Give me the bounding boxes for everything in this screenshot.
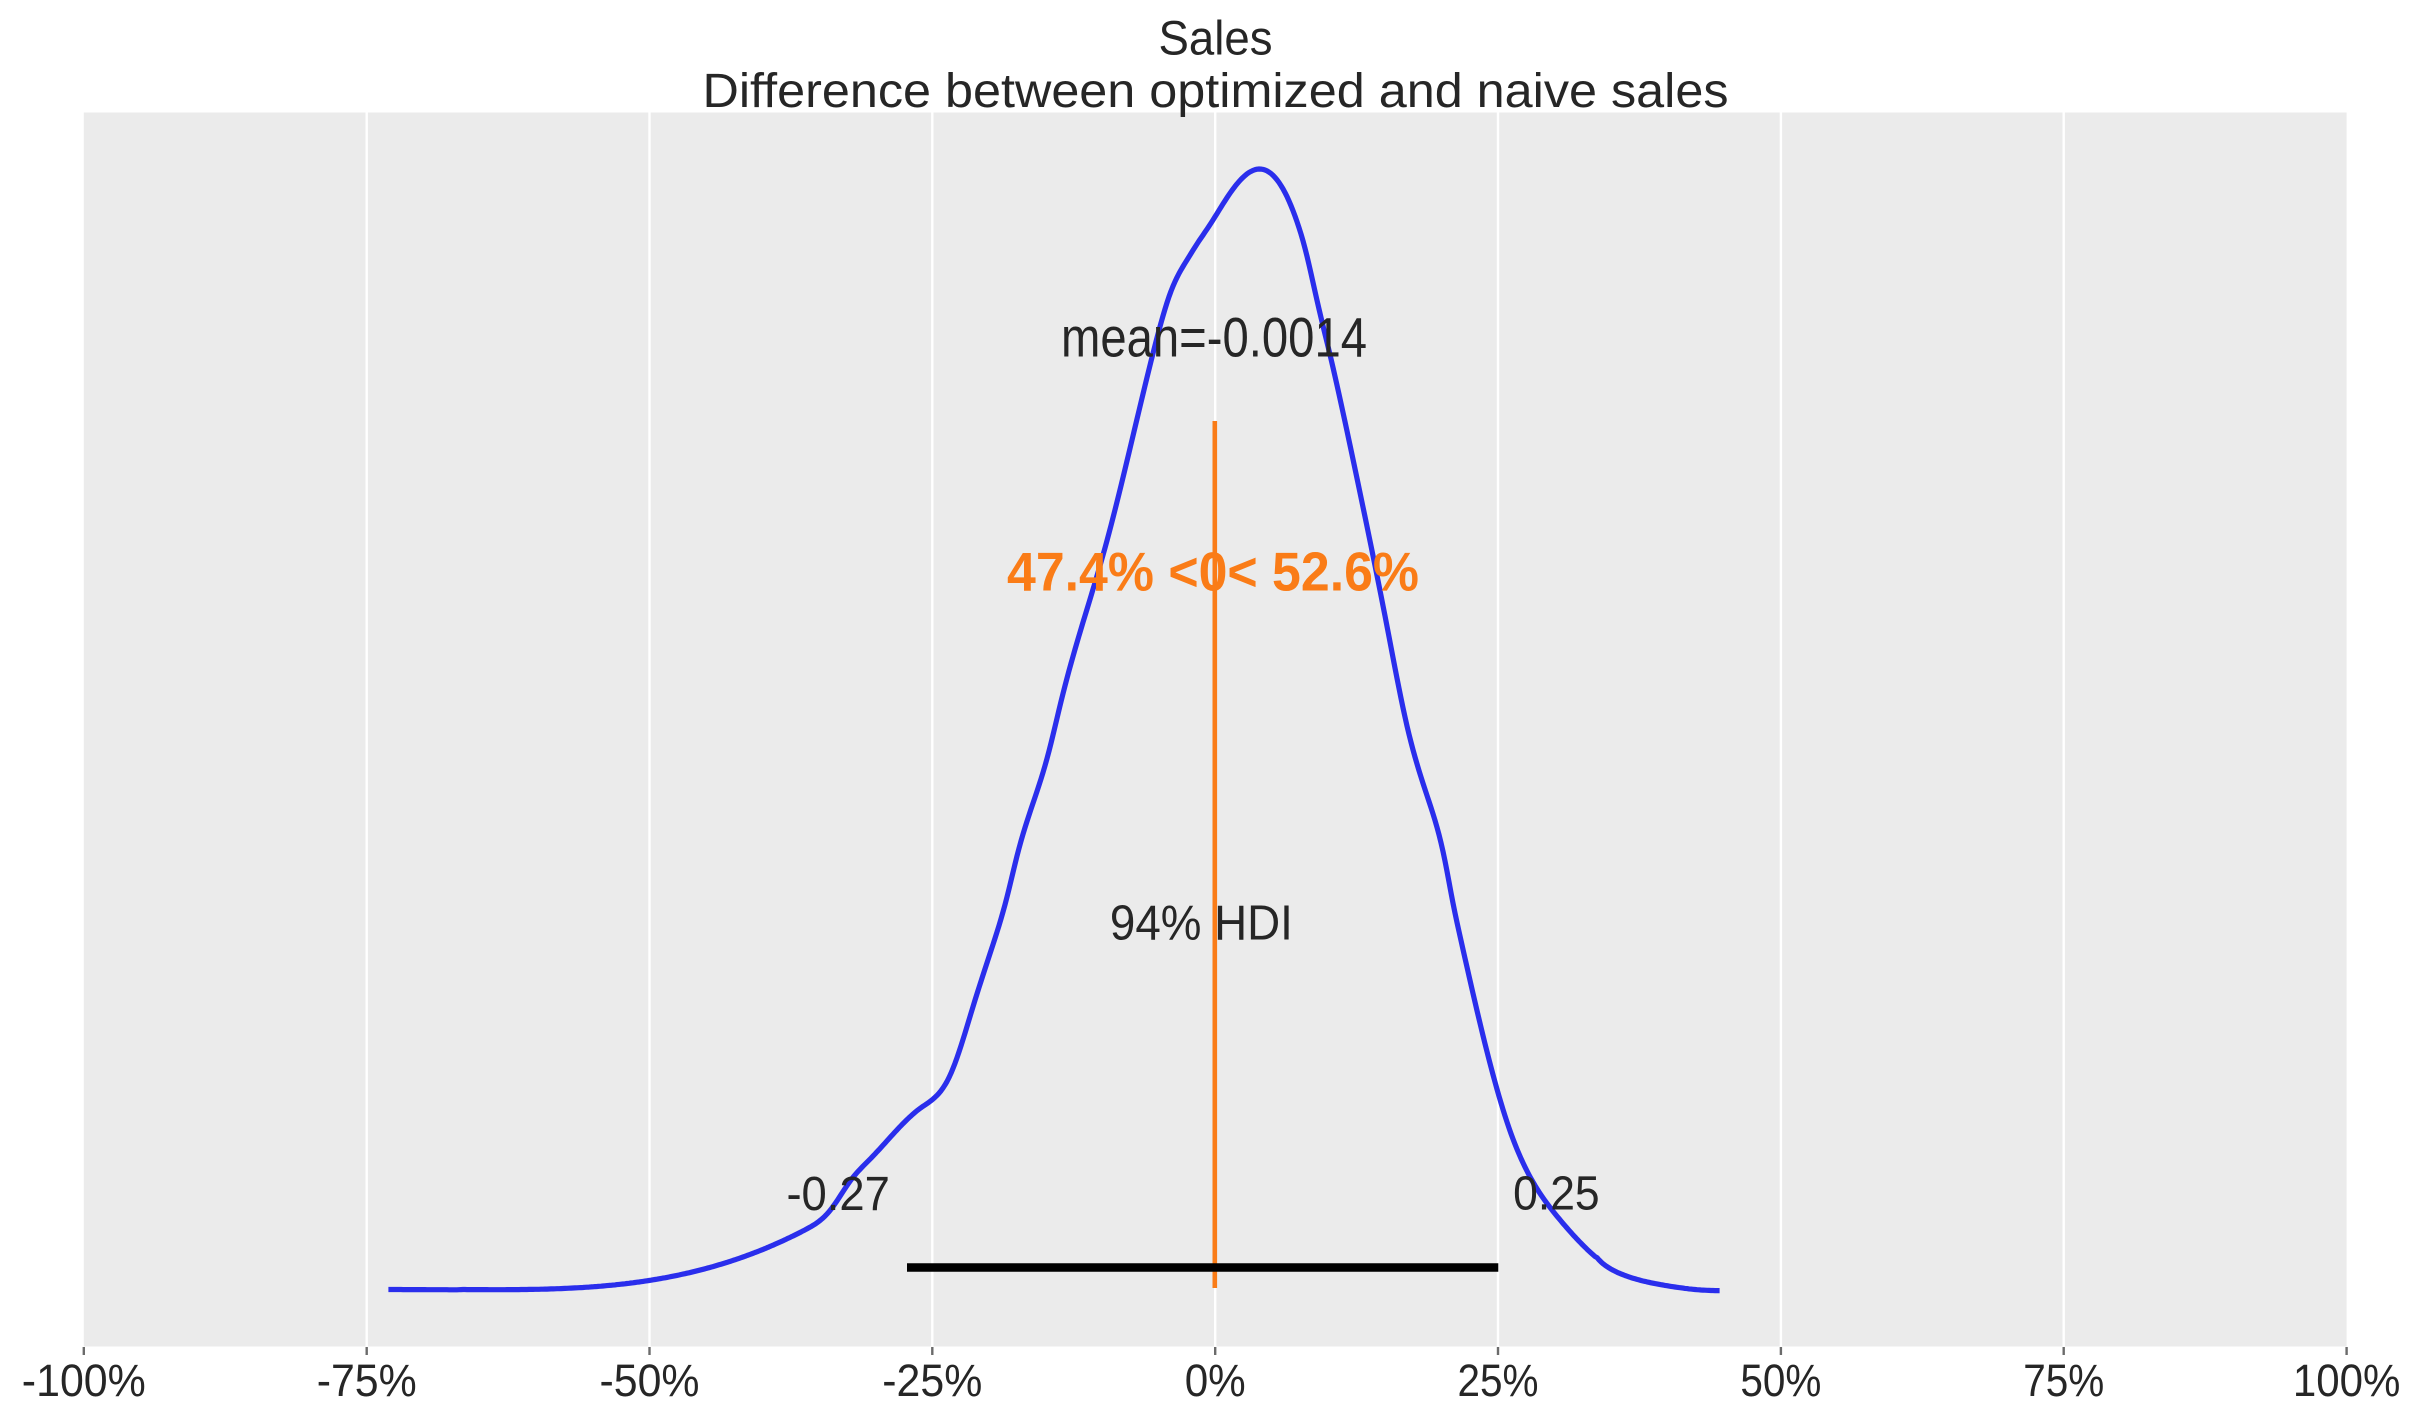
svg-text:94% HDI: 94% HDI	[1110, 897, 1293, 951]
svg-text:75%: 75%	[2023, 1355, 2104, 1406]
svg-text:47.4% <0< 52.6%: 47.4% <0< 52.6%	[1007, 541, 1419, 602]
svg-text:50%: 50%	[1740, 1355, 1821, 1406]
svg-text:-100%: -100%	[22, 1355, 146, 1406]
svg-text:100%: 100%	[2293, 1355, 2401, 1406]
svg-text:-25%: -25%	[882, 1355, 982, 1406]
svg-text:25%: 25%	[1458, 1355, 1539, 1406]
svg-text:-75%: -75%	[317, 1355, 417, 1406]
svg-text:0%: 0%	[1185, 1355, 1246, 1406]
svg-text:mean=-0.0014: mean=-0.0014	[1061, 307, 1367, 369]
svg-text:Difference between optimized a: Difference between optimized and naive s…	[703, 65, 1729, 118]
svg-text:-50%: -50%	[600, 1355, 700, 1406]
svg-text:-0.27: -0.27	[786, 1167, 890, 1221]
svg-text:Sales: Sales	[1159, 12, 1273, 65]
svg-text:0.25: 0.25	[1513, 1167, 1600, 1221]
